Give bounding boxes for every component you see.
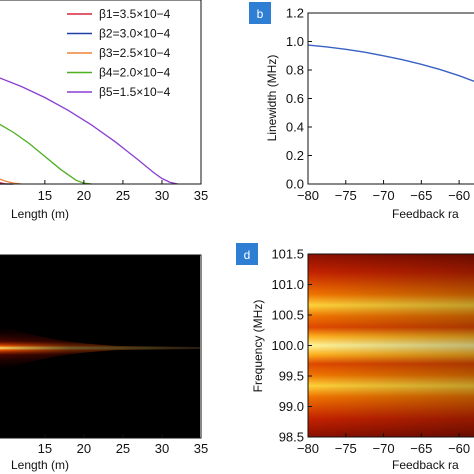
panel-b-tag-text: b	[257, 7, 264, 21]
panel-b-series-line	[307, 44, 474, 83]
panel-b-plot-frame	[307, 12, 474, 185]
panel-a-legend-label-5: β5=1.5×10−4	[99, 85, 171, 99]
panel-d-tag	[236, 243, 258, 265]
panel-d-tag-text: d	[244, 248, 251, 262]
panel-a-legend-label-2: β2=3.0×10−4	[99, 27, 171, 41]
panel-a-series-line-4	[0, 123, 92, 185]
panel-b-x-tick-label: −65	[410, 188, 432, 203]
panel-d-x-tick-label: −60	[448, 441, 470, 456]
panel-a-plot-frame	[0, 0, 202, 185]
panel-c-x-tick-label: 20	[77, 441, 91, 456]
panel-a-x-tick-label: 15	[38, 188, 52, 203]
panel-c-x-axis-label: Length (m)	[11, 458, 69, 472]
panel-d-y-axis-label: Frequency (MHz)	[251, 300, 265, 393]
panel-b-y-tick-label: 0.4	[286, 120, 304, 135]
panel-b-y-tick-label: 0.8	[286, 63, 304, 78]
panel-b-x-tick-label: −60	[448, 188, 470, 203]
panel-a-x-tick-label: 30	[155, 188, 169, 203]
panel-a-legend-label-4: β4=2.0×10−4	[99, 66, 171, 80]
panel-d-y-tick-label: 99.5	[279, 369, 304, 384]
panel-b-x-tick-label: −80	[297, 188, 319, 203]
panel-d-x-tick-label: −70	[373, 441, 395, 456]
panel-d-x-axis-label: Feedback ra	[392, 458, 459, 472]
panel-b-y-tick-label: 0.6	[286, 91, 304, 106]
panel-c-heatmap-vs-length: 15 20 25 30 35 Length (m)	[0, 254, 208, 472]
panel-c-heatmap-beam	[0, 325, 200, 371]
panel-a-legend: β1=3.5×10−4 β2=3.0×10−4 β3=2.5×10−4 β4=2.0×…	[67, 7, 171, 99]
panel-a-series-line-5	[0, 77, 178, 185]
panel-b-y-axis-label: Linewidth (MHz)	[265, 55, 279, 142]
panel-d-y-tick-label: 101.0	[271, 277, 304, 292]
panel-c-x-tick-label: 35	[194, 441, 208, 456]
panel-a-x-tick-label: 25	[116, 188, 130, 203]
panel-a-linewidth-vs-length: 15 20 25 30 35 β1=3.5×10−4 β2=3.0×10−4 β3=2.5×…	[0, 0, 208, 221]
panel-d-y-tick-label: 98.5	[279, 430, 304, 445]
panel-b-linewidth-vs-feedback: b −80 −75 −70 −65 −60 0.0 0.2 0.4 0.6 0.8 1.0 1.2 L…	[249, 2, 474, 221]
panel-b-tag	[249, 2, 271, 24]
panel-b-y-tick-label: 0.0	[286, 177, 304, 192]
panel-d-x-tick-label: −80	[297, 441, 319, 456]
panel-b-y-tick-label: 1.2	[286, 6, 304, 21]
panel-b-x-tick-label: −70	[373, 188, 395, 203]
panel-c-plot-frame	[0, 254, 202, 439]
panel-c-x-tick-label: 25	[116, 441, 130, 456]
panel-d-y-tick-label: 99.0	[279, 399, 304, 414]
panel-d-x-tick-label: −65	[410, 441, 432, 456]
panel-d-y-tick-label: 100.5	[271, 308, 304, 323]
panel-d-y-tick-label: 100.0	[271, 338, 304, 353]
panel-b-x-tick-label: −75	[335, 188, 357, 203]
panel-d-heatmap-shade	[308, 254, 474, 437]
panel-a-legend-label-1: β1=3.5×10−4	[99, 7, 171, 21]
panel-b-series-group	[307, 44, 474, 83]
panel-a-x-tick-label: 20	[77, 188, 91, 203]
panel-d-frequency-heatmap: d −80 −75 −70 −65 −60 98.5 99.0 99.5 100.0 100.5 1…	[236, 243, 474, 472]
panel-a-x-axis-label: Length (m)	[11, 207, 69, 221]
panel-b-y-tick-label: 1.0	[286, 34, 304, 49]
panel-d-y-tick-label: 101.5	[271, 247, 304, 262]
panel-b-x-axis-label: Feedback ra	[392, 207, 459, 221]
panel-a-x-tick-label: 35	[194, 188, 208, 203]
panel-d-x-tick-label: −75	[335, 441, 357, 456]
panel-a-legend-label-3: β3=2.5×10−4	[99, 46, 171, 60]
panel-c-x-tick-label: 15	[38, 441, 52, 456]
panel-b-y-tick-label: 0.2	[286, 148, 304, 163]
panel-c-x-tick-label: 30	[155, 441, 169, 456]
